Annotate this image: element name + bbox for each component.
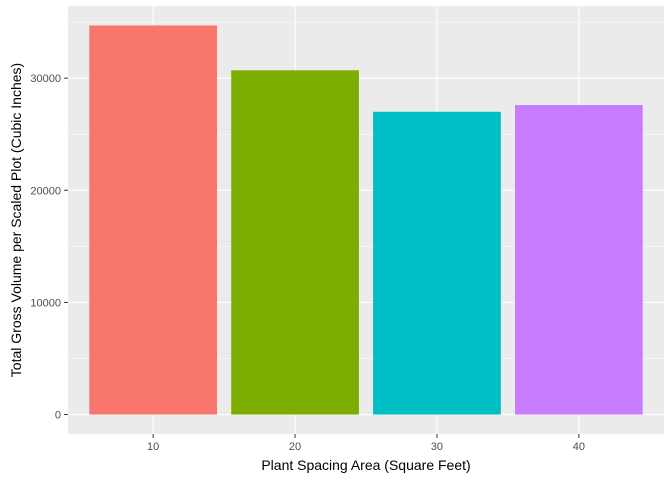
bar-10 (89, 25, 217, 415)
bar-30 (373, 111, 501, 415)
x-axis: 10 20 30 40 (147, 434, 585, 453)
y-tick-label: 10000 (30, 297, 61, 309)
y-axis-title: Total Gross Volume per Scaled Plot (Cubi… (8, 63, 24, 377)
bar-40 (515, 105, 643, 415)
x-tick-label: 40 (573, 441, 585, 453)
y-tick-label: 0 (55, 410, 61, 422)
x-tick-label: 10 (147, 441, 159, 453)
x-tick-label: 20 (289, 441, 301, 453)
y-tick-label: 20000 (30, 185, 61, 197)
bar-20 (231, 70, 359, 415)
bars (89, 25, 643, 415)
y-axis: 0 10000 20000 30000 (30, 73, 68, 422)
x-tick-label: 30 (431, 441, 443, 453)
y-tick-label: 30000 (30, 73, 61, 85)
x-axis-title: Plant Spacing Area (Square Feet) (261, 457, 470, 473)
